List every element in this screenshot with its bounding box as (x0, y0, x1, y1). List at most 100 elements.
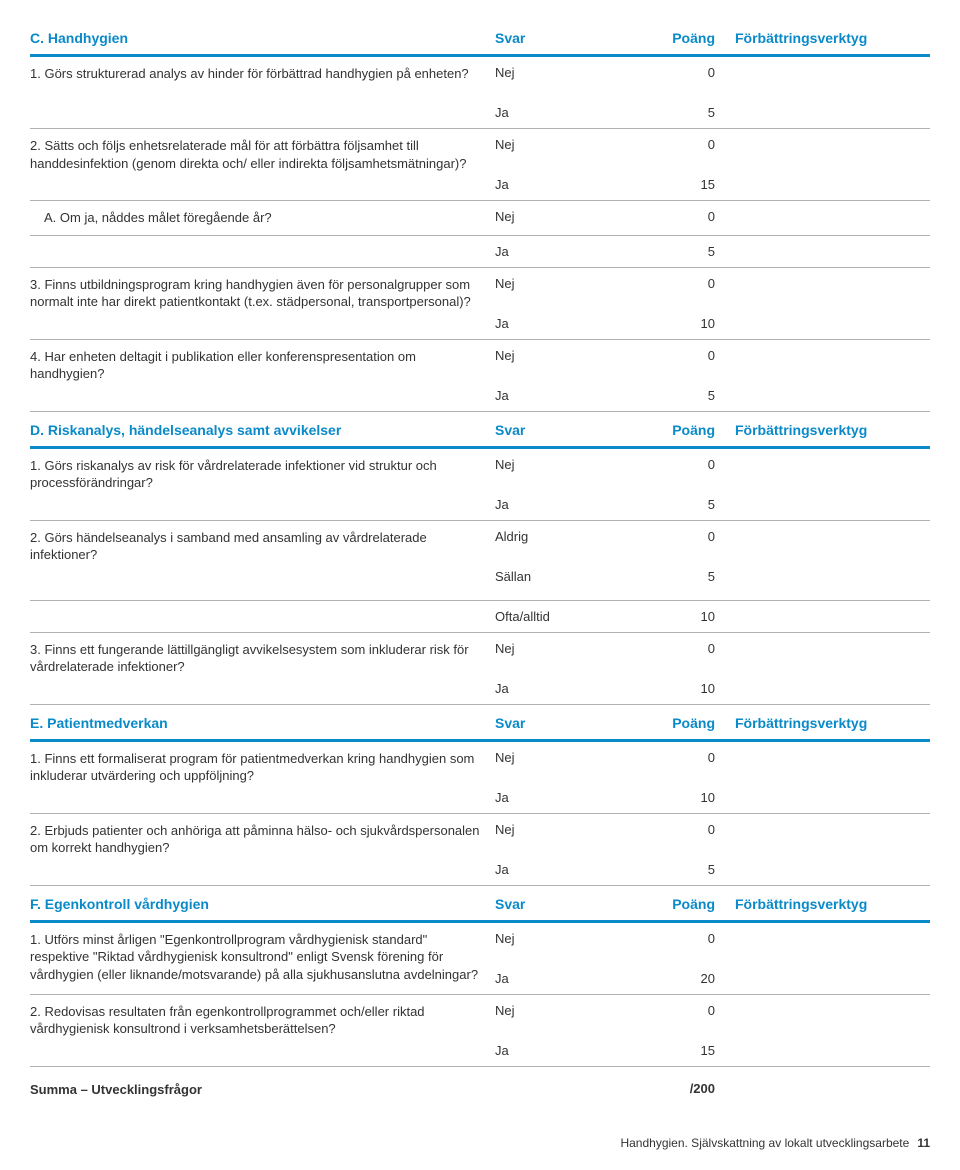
answers: Nej 0 Ja 15 (495, 1003, 960, 1058)
answer-line: Nej 0 (495, 931, 960, 954)
col-verktyg-label: Förbättringsverktyg (715, 896, 930, 912)
answers: Nej 0 Ja 5 (495, 65, 960, 120)
answer-poang: 5 (635, 862, 715, 877)
answer-poang: 0 (635, 822, 715, 837)
answer-line: Ja 10 (495, 308, 960, 331)
question-row: 2. Görs händelseanalys i samband med ans… (30, 521, 930, 601)
summa-label: Summa – Utvecklingsfrågor (30, 1081, 495, 1099)
answer-line: Nej 0 (495, 457, 960, 480)
sub-answer-row: Ja 5 (30, 236, 930, 268)
col-poang-label: Poäng (635, 422, 715, 438)
answer-line: Nej 0 (495, 137, 960, 160)
answer-svar: Sällan (495, 569, 635, 584)
footer-page-number: 11 (917, 1136, 930, 1150)
answer-line: Sällan 5 (495, 561, 960, 592)
answer-poang: 10 (635, 790, 715, 805)
answer-svar: Ofta/alltid (495, 609, 635, 624)
answer-poang: 5 (635, 244, 715, 259)
answer-svar: Nej (495, 641, 635, 656)
answer-line: Nej 0 (495, 348, 960, 371)
col-svar-label: Svar (495, 896, 635, 912)
answers: Nej 0 Ja 20 (495, 931, 960, 986)
answer-svar: Ja (495, 388, 635, 403)
answer-svar: Nej (495, 137, 635, 152)
answers: Nej 0 Ja 10 (495, 750, 960, 805)
col-poang-label: Poäng (635, 715, 715, 731)
answer-poang: 0 (635, 750, 715, 765)
answer-svar: Ja (495, 316, 635, 331)
answer-line: Aldrig 0 (495, 529, 960, 552)
answers: Nej 0 Ja 10 (495, 276, 960, 331)
page-footer: Handhygien. Självskattning av lokalt utv… (30, 1106, 930, 1150)
answer-line: Ja 5 (495, 489, 960, 512)
section-title: F. Egenkontroll vårdhygien (30, 896, 495, 912)
question-row: 1. Finns ett formaliserat program för pa… (30, 742, 930, 814)
page: C. Handhygien Svar Poäng Förbättringsver… (30, 20, 930, 1150)
question-text: 1. Finns ett formaliserat program för pa… (30, 750, 495, 805)
answer-poang: 5 (635, 569, 715, 584)
col-svar-label: Svar (495, 30, 635, 46)
answer-svar: Ja (495, 105, 635, 120)
answer-poang: 10 (635, 316, 715, 331)
section-title: D. Riskanalys, händelseanalys samt avvik… (30, 422, 495, 438)
answer-svar: Ja (495, 497, 635, 512)
section-header-c: C. Handhygien Svar Poäng Förbättringsver… (30, 20, 930, 57)
answer-poang: 0 (635, 529, 715, 544)
answer-poang: 0 (635, 65, 715, 80)
question-text: 3. Finns utbildningsprogram kring handhy… (30, 276, 495, 331)
answer-line: Ja 5 (495, 854, 960, 877)
question-text: A. Om ja, nåddes målet föregående år? (30, 209, 495, 227)
answer-poang: 5 (635, 388, 715, 403)
answer-poang: 0 (635, 276, 715, 291)
answer-poang: 10 (635, 681, 715, 696)
answer-poang: 0 (635, 1003, 715, 1018)
col-svar-label: Svar (495, 715, 635, 731)
question-text: 4. Har enheten deltagit i publikation el… (30, 348, 495, 403)
answer-poang: 15 (635, 1043, 715, 1058)
answer-line: Ja 20 (495, 963, 960, 986)
answer-line: Ja 5 (495, 97, 960, 120)
answer-svar: Ja (495, 681, 635, 696)
col-verktyg-label: Förbättringsverktyg (715, 422, 930, 438)
question-row: 1. Görs strukturerad analys av hinder fö… (30, 57, 930, 129)
answer-line: Ja 15 (495, 1035, 960, 1058)
answer-line: Nej 0 (495, 276, 960, 299)
answer-svar: Nej (495, 348, 635, 363)
question-text: 1. Görs riskanalys av risk för vårdrelat… (30, 457, 495, 512)
answer-poang: 5 (635, 497, 715, 512)
question-text: 2. Sätts och följs enhetsrelaterade mål … (30, 137, 495, 192)
col-poang-label: Poäng (635, 30, 715, 46)
answers: Nej 0 Ja 5 (495, 457, 960, 512)
answer-poang: 15 (635, 177, 715, 192)
question-row: 4. Har enheten deltagit i publikation el… (30, 340, 930, 412)
question-row: 3. Finns utbildningsprogram kring handhy… (30, 268, 930, 340)
answer-poang: 10 (635, 609, 715, 624)
question-row: 2. Sätts och följs enhetsrelaterade mål … (30, 129, 930, 201)
answer-svar: Nej (495, 822, 635, 837)
answer-svar: Nej (495, 931, 635, 946)
section-title: C. Handhygien (30, 30, 495, 46)
question-text: 2. Görs händelseanalys i samband med ans… (30, 529, 495, 592)
answer-line: Nej 0 (495, 65, 960, 88)
answer-svar: Nej (495, 457, 635, 472)
answer-line: Ja 5 (495, 380, 960, 403)
answer-svar: Ja (495, 1043, 635, 1058)
col-verktyg-label: Förbättringsverktyg (715, 715, 930, 731)
answer-svar: Nej (495, 1003, 635, 1018)
answer-poang: 5 (635, 105, 715, 120)
answer-line: Ja 10 (495, 782, 960, 805)
question-row: 2. Redovisas resultaten från egenkontrol… (30, 995, 930, 1067)
answers: Nej 0 Ja 10 (495, 641, 960, 696)
col-poang-label: Poäng (635, 896, 715, 912)
question-row: 1. Utförs minst årligen "Egenkontrollpro… (30, 923, 930, 995)
answer-poang: 20 (635, 971, 715, 986)
question-text: 2. Erbjuds patienter och anhöriga att på… (30, 822, 495, 877)
section-header-f: F. Egenkontroll vårdhygien Svar Poäng Fö… (30, 886, 930, 923)
summa-row: Summa – Utvecklingsfrågor /200 (30, 1067, 930, 1107)
answer-svar: Ja (495, 862, 635, 877)
answers: Aldrig 0 Sällan 5 (495, 529, 960, 592)
answers: Nej 0 Ja 5 (495, 348, 960, 403)
answer-svar: Ja (495, 790, 635, 805)
summa-total: /200 (635, 1081, 715, 1099)
answer-svar: Ja (495, 971, 635, 986)
